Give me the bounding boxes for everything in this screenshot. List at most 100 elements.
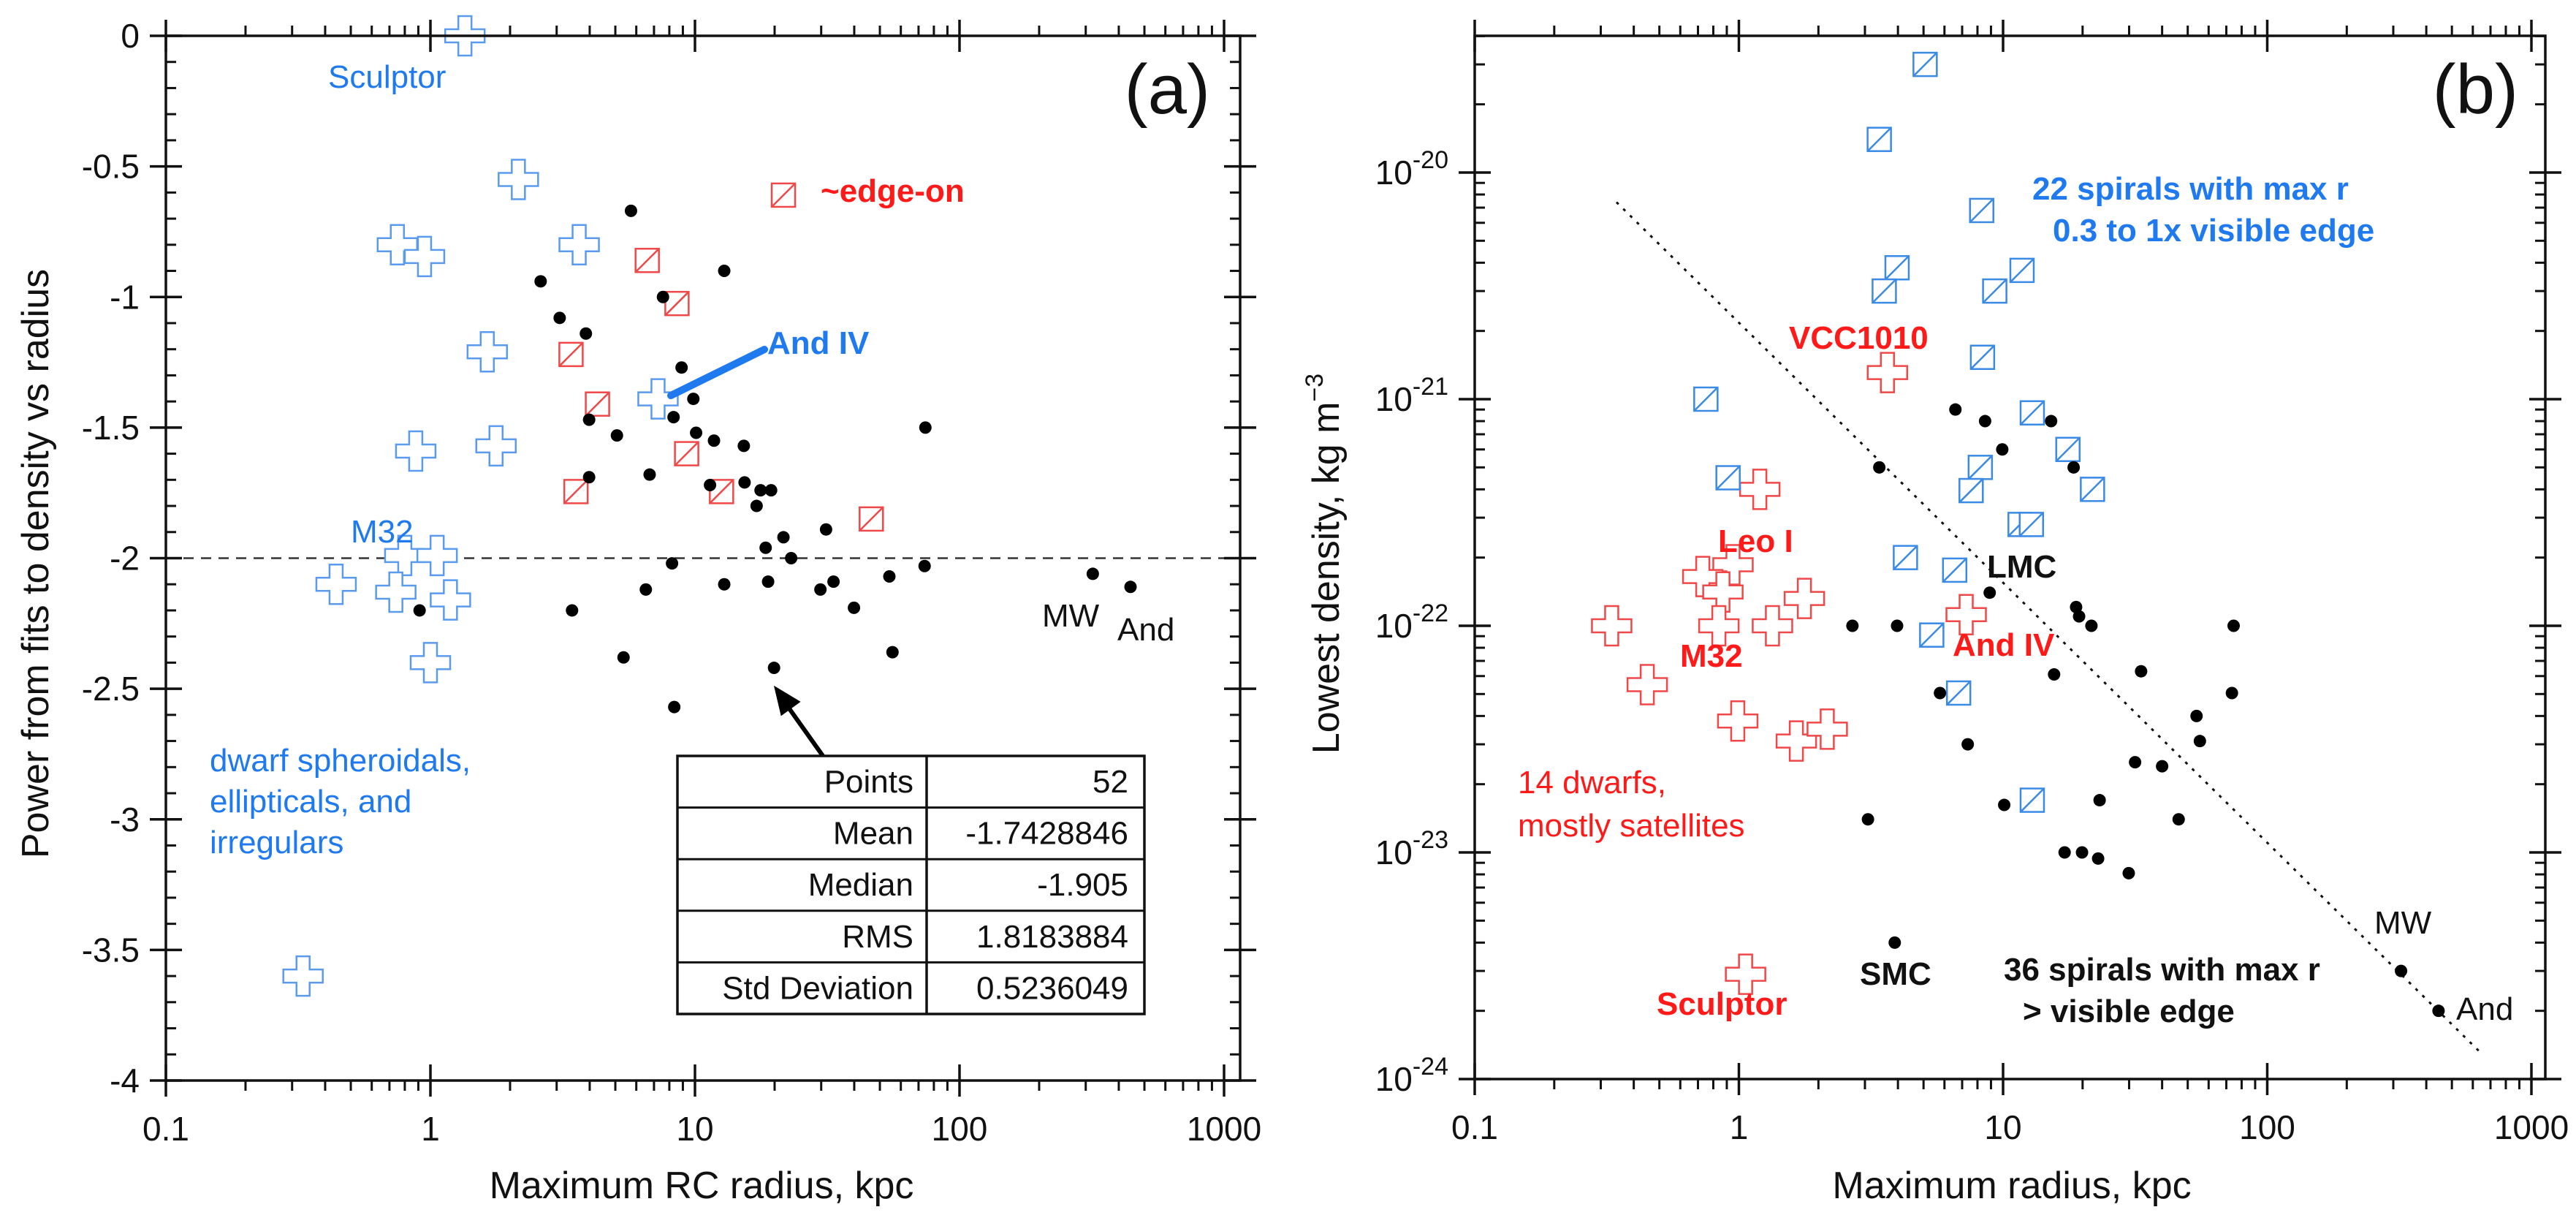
y-tick-base: 10 bbox=[1375, 380, 1413, 418]
stats-value: -1.7428846 bbox=[965, 816, 1128, 852]
y-tick-label: -3.5 bbox=[82, 931, 140, 969]
data-point-square-slash-slash bbox=[1715, 465, 1741, 491]
y-tick-exp: -21 bbox=[1413, 373, 1448, 401]
data-point-square-slash bbox=[1958, 477, 1984, 504]
annotation-and-iv: And IV bbox=[1953, 627, 2055, 663]
panel-a-marks bbox=[166, 15, 1240, 997]
data-point-dot bbox=[534, 275, 547, 288]
data-point-dot bbox=[553, 311, 566, 325]
annotation-dwarf-line-2: ellipticals, and bbox=[210, 784, 411, 820]
data-point-cross bbox=[1739, 469, 1781, 510]
data-point-square-slash-slash bbox=[859, 507, 884, 531]
data-point-square-slash bbox=[634, 247, 660, 273]
data-point-dot bbox=[814, 583, 827, 596]
y-tick-label: -1.5 bbox=[82, 409, 140, 447]
data-point-dot bbox=[2048, 668, 2061, 681]
data-point-square-slash bbox=[1912, 51, 1938, 77]
data-point-dot bbox=[2091, 852, 2105, 865]
stats-label: RMS bbox=[842, 919, 913, 955]
y-axis-label-b-exp: −3 bbox=[1301, 374, 1329, 402]
data-point-dot bbox=[883, 570, 896, 583]
data-point-dot bbox=[761, 575, 775, 589]
data-point-dot bbox=[687, 393, 700, 406]
data-point-square-slash-slash bbox=[558, 341, 584, 367]
data-point-square-slash bbox=[770, 182, 797, 208]
data-point-dot bbox=[1873, 461, 1886, 474]
data-point-square-slash-slash bbox=[2018, 512, 2044, 537]
y-tick-exp: -20 bbox=[1413, 146, 1448, 174]
data-point-dot bbox=[2225, 686, 2238, 700]
annotation-black-line-1: 36 spirals with max r bbox=[2004, 952, 2320, 988]
data-point-dot bbox=[764, 484, 778, 497]
x-axis-label-b: Maximum radius, kpc bbox=[1832, 1165, 2191, 1207]
data-point-dot bbox=[2193, 735, 2206, 748]
data-point-square-slash bbox=[2019, 400, 2045, 425]
y-tick-base: 10 bbox=[1375, 154, 1413, 192]
data-point-dot bbox=[2058, 846, 2071, 859]
data-point-dot bbox=[1978, 415, 1991, 428]
data-point-dot bbox=[1861, 813, 1874, 826]
data-point-cross bbox=[376, 224, 419, 266]
y-tick-exp: -22 bbox=[1413, 599, 1448, 627]
data-point-square-slash-slash bbox=[1893, 545, 1918, 570]
annotation-leo-i: Leo I bbox=[1718, 523, 1793, 559]
data-point-cross bbox=[1626, 664, 1668, 705]
data-point-square-slash-slash bbox=[1969, 344, 1995, 370]
data-point-dot bbox=[2190, 709, 2203, 722]
data-point-dot bbox=[848, 601, 861, 614]
data-point-cross bbox=[395, 430, 437, 472]
data-point-square-slash bbox=[1967, 455, 1994, 480]
data-point-square-slash bbox=[1945, 680, 1972, 706]
data-point-cross bbox=[1775, 720, 1817, 762]
annotation-vcc1010: VCC1010 bbox=[1789, 320, 1929, 356]
data-point-square-slash bbox=[1872, 278, 1897, 304]
data-point-dot bbox=[2432, 1004, 2445, 1018]
annotation-black-line-2: > visible edge bbox=[2023, 994, 2235, 1029]
data-point-dot bbox=[2129, 756, 2142, 769]
data-point-dot bbox=[707, 434, 721, 447]
data-point-square-slash bbox=[674, 441, 699, 466]
data-point-square-slash bbox=[1693, 386, 1719, 412]
data-point-cross bbox=[282, 955, 324, 997]
y-tick-base: 10 bbox=[1375, 833, 1413, 871]
data-point-square-slash-slash bbox=[1866, 126, 1892, 152]
data-point-dot bbox=[667, 411, 680, 424]
panel-a-axes: 0.1 1 10 100 1000 0 -0.5 -1 -1.5 -2 -2.5 -3 -3.5 -4 bbox=[82, 17, 1261, 1148]
data-point-dot bbox=[617, 651, 630, 664]
series-dot bbox=[1846, 403, 2445, 1018]
data-point-dot bbox=[738, 476, 751, 489]
y-tick-label: -2.5 bbox=[82, 670, 140, 708]
data-point-dot bbox=[643, 468, 656, 481]
data-point-cross bbox=[1866, 352, 1909, 393]
data-point-cross bbox=[475, 425, 517, 467]
annotation-m32: M32 bbox=[351, 514, 414, 550]
data-point-dot bbox=[785, 552, 798, 564]
data-point-cross bbox=[558, 224, 600, 266]
data-point-square-slash bbox=[558, 341, 584, 368]
data-point-dot bbox=[1934, 686, 1947, 700]
y-tick-label: 0 bbox=[121, 17, 140, 55]
panel-b-label: (b) bbox=[2433, 50, 2518, 129]
series-dot bbox=[413, 204, 1137, 714]
data-point-dot bbox=[886, 646, 899, 659]
data-point-square-slash bbox=[664, 290, 690, 317]
data-point-square-slash bbox=[2019, 787, 2045, 813]
data-point-dot bbox=[2070, 600, 2083, 613]
y-axis-label-b: Lowest density, kg m−3 bbox=[1301, 374, 1348, 754]
data-point-dot bbox=[2395, 964, 2408, 977]
annotation-dwarf-line-1: dwarf spheroidals, bbox=[210, 743, 471, 779]
annotation-and: And bbox=[1117, 612, 1174, 648]
data-point-square-slash bbox=[1969, 344, 1996, 370]
data-point-square-slash bbox=[563, 479, 589, 504]
stats-label: Std Deviation bbox=[722, 970, 913, 1006]
data-point-dot bbox=[1846, 619, 1859, 632]
data-point-square-slash bbox=[2055, 436, 2081, 463]
data-point-cross bbox=[1712, 544, 1754, 586]
data-point-cross bbox=[1783, 578, 1825, 619]
data-point-square-slash-slash bbox=[1967, 455, 1993, 480]
y-tick-label: 10-24 bbox=[1375, 1053, 1448, 1098]
data-point-square-slash-slash bbox=[709, 479, 734, 504]
annotation-dwarf-line-1: 14 dwarfs, bbox=[1518, 765, 1666, 801]
